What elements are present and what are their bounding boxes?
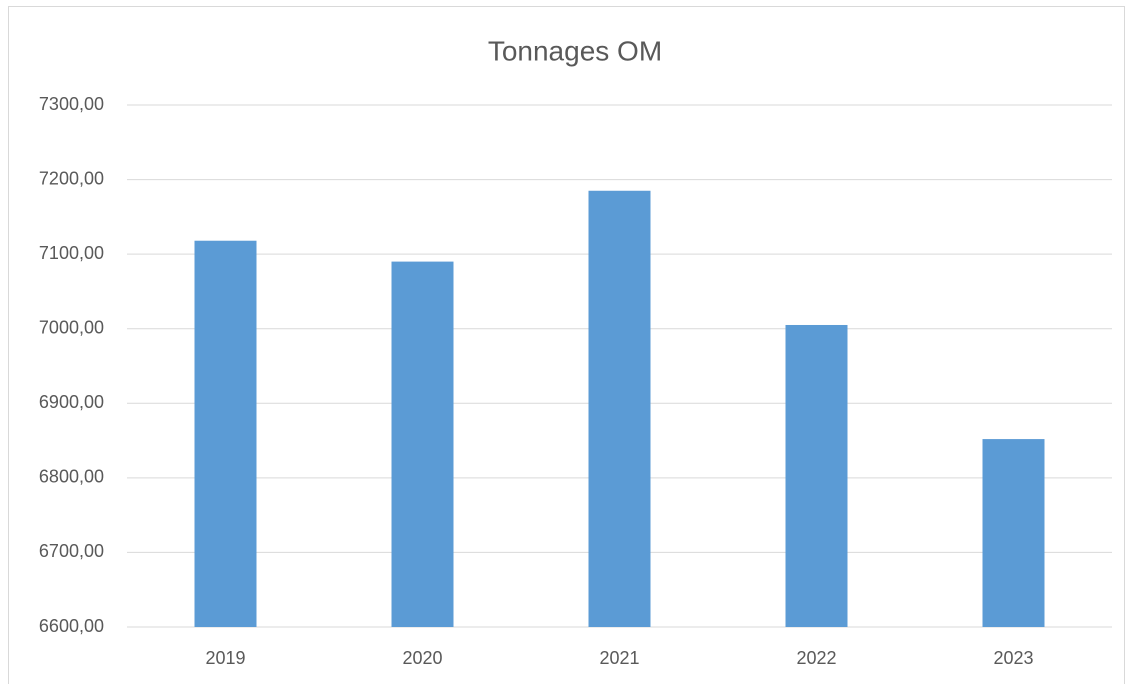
y-tick-label: 7200,00 — [39, 168, 104, 188]
bar — [194, 240, 257, 627]
y-tick-label: 7100,00 — [39, 243, 104, 263]
chart-border — [8, 6, 1125, 684]
y-tick-label: 6900,00 — [39, 392, 104, 412]
bar — [391, 261, 454, 627]
bar — [785, 324, 848, 627]
bar — [982, 439, 1045, 627]
x-tick-label: 2020 — [402, 648, 442, 668]
chart-title: Tonnages OM — [488, 35, 662, 66]
y-tick-label: 6800,00 — [39, 467, 104, 487]
x-tick-label: 2021 — [599, 648, 639, 668]
y-tick-label: 6700,00 — [39, 541, 104, 561]
y-tick-label: 6600,00 — [39, 616, 104, 636]
x-tick-label: 2019 — [205, 648, 245, 668]
x-tick-label: 2022 — [796, 648, 836, 668]
y-tick-label: 7000,00 — [39, 317, 104, 337]
x-tick-label: 2023 — [993, 648, 1033, 668]
bar — [588, 190, 651, 627]
y-tick-label: 7300,00 — [39, 94, 104, 114]
